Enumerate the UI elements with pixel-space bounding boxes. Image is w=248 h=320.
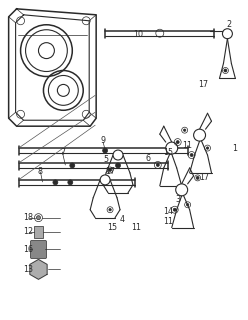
Text: 4: 4: [120, 215, 124, 224]
Text: 1: 1: [232, 144, 237, 153]
Circle shape: [109, 209, 111, 211]
Circle shape: [53, 180, 58, 185]
Text: 2: 2: [227, 20, 232, 29]
Text: 16: 16: [24, 245, 33, 254]
Circle shape: [194, 129, 206, 141]
Text: 11: 11: [163, 217, 173, 226]
Circle shape: [176, 140, 179, 144]
Text: 10: 10: [133, 30, 143, 39]
Circle shape: [109, 168, 112, 172]
Circle shape: [190, 154, 193, 156]
Circle shape: [224, 69, 227, 72]
Text: 18: 18: [24, 213, 33, 222]
Circle shape: [206, 147, 209, 149]
Text: 5: 5: [103, 156, 109, 164]
Circle shape: [36, 216, 40, 220]
Text: 3: 3: [175, 195, 180, 204]
Circle shape: [176, 184, 188, 196]
Text: 13: 13: [24, 265, 33, 274]
Circle shape: [166, 142, 178, 154]
FancyBboxPatch shape: [31, 241, 46, 259]
Circle shape: [184, 129, 186, 132]
Text: 9: 9: [100, 136, 106, 145]
Text: 7: 7: [61, 148, 66, 156]
Circle shape: [116, 163, 121, 168]
Circle shape: [70, 163, 75, 168]
Text: 11: 11: [183, 140, 193, 149]
Text: 14: 14: [163, 207, 173, 216]
Text: 15: 15: [163, 148, 173, 156]
Text: 12: 12: [24, 227, 33, 236]
Polygon shape: [30, 260, 47, 279]
Text: 11: 11: [131, 223, 141, 232]
Text: 8: 8: [38, 167, 43, 176]
Text: 6: 6: [145, 154, 150, 163]
Circle shape: [68, 180, 73, 185]
Circle shape: [100, 175, 110, 185]
Circle shape: [113, 150, 123, 160]
Text: 17: 17: [105, 167, 115, 176]
Circle shape: [103, 148, 108, 153]
Circle shape: [156, 164, 159, 166]
Circle shape: [173, 208, 176, 211]
Circle shape: [186, 204, 189, 206]
Circle shape: [222, 29, 232, 39]
Text: 17: 17: [199, 173, 210, 182]
Text: 17: 17: [198, 80, 209, 89]
Circle shape: [196, 176, 199, 180]
Text: 15: 15: [107, 223, 117, 232]
Bar: [33, 226, 43, 237]
